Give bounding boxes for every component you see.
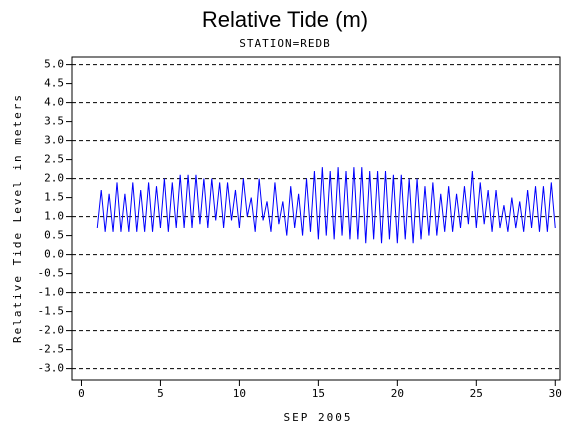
x-tick-label: 0: [78, 387, 85, 400]
x-tick-label: 5: [157, 387, 164, 400]
tide-line: [96, 167, 556, 244]
y-tick-label: -2.5: [38, 343, 65, 356]
y-axis-label: Relative Tide Level in meters: [11, 93, 24, 343]
y-tick-label: 2.0: [44, 172, 64, 185]
y-tick-label: 0.0: [44, 248, 64, 261]
y-tick-label: -1.0: [38, 286, 65, 299]
x-tick-label: 15: [312, 387, 325, 400]
y-tick-label: -3.0: [38, 362, 65, 375]
y-tick-label: 5.0: [44, 58, 64, 71]
y-tick-label: 3.5: [44, 115, 64, 128]
y-tick-label: 4.0: [44, 96, 64, 109]
x-axis-label: SEP 2005: [284, 411, 353, 424]
y-tick-label: -0.5: [38, 267, 65, 280]
x-tick-label: 30: [549, 387, 562, 400]
y-tick-label: 1.5: [44, 191, 64, 204]
y-tick-label: 4.5: [44, 77, 64, 90]
y-tick-label: 3.0: [44, 134, 64, 147]
chart-subtitle: STATION=REDB: [239, 37, 330, 50]
y-tick-label: 1.0: [44, 210, 64, 223]
chart-title: Relative Tide (m): [202, 7, 368, 32]
x-tick-label: 10: [233, 387, 246, 400]
x-tick-label: 20: [391, 387, 404, 400]
plot-frame: [71, 56, 561, 381]
y-tick-label: -1.5: [38, 305, 65, 318]
y-tick-label: 2.5: [44, 153, 64, 166]
x-tick-label: 25: [470, 387, 483, 400]
y-tick-label: -2.0: [38, 324, 65, 337]
y-tick-label: 0.5: [44, 229, 64, 242]
